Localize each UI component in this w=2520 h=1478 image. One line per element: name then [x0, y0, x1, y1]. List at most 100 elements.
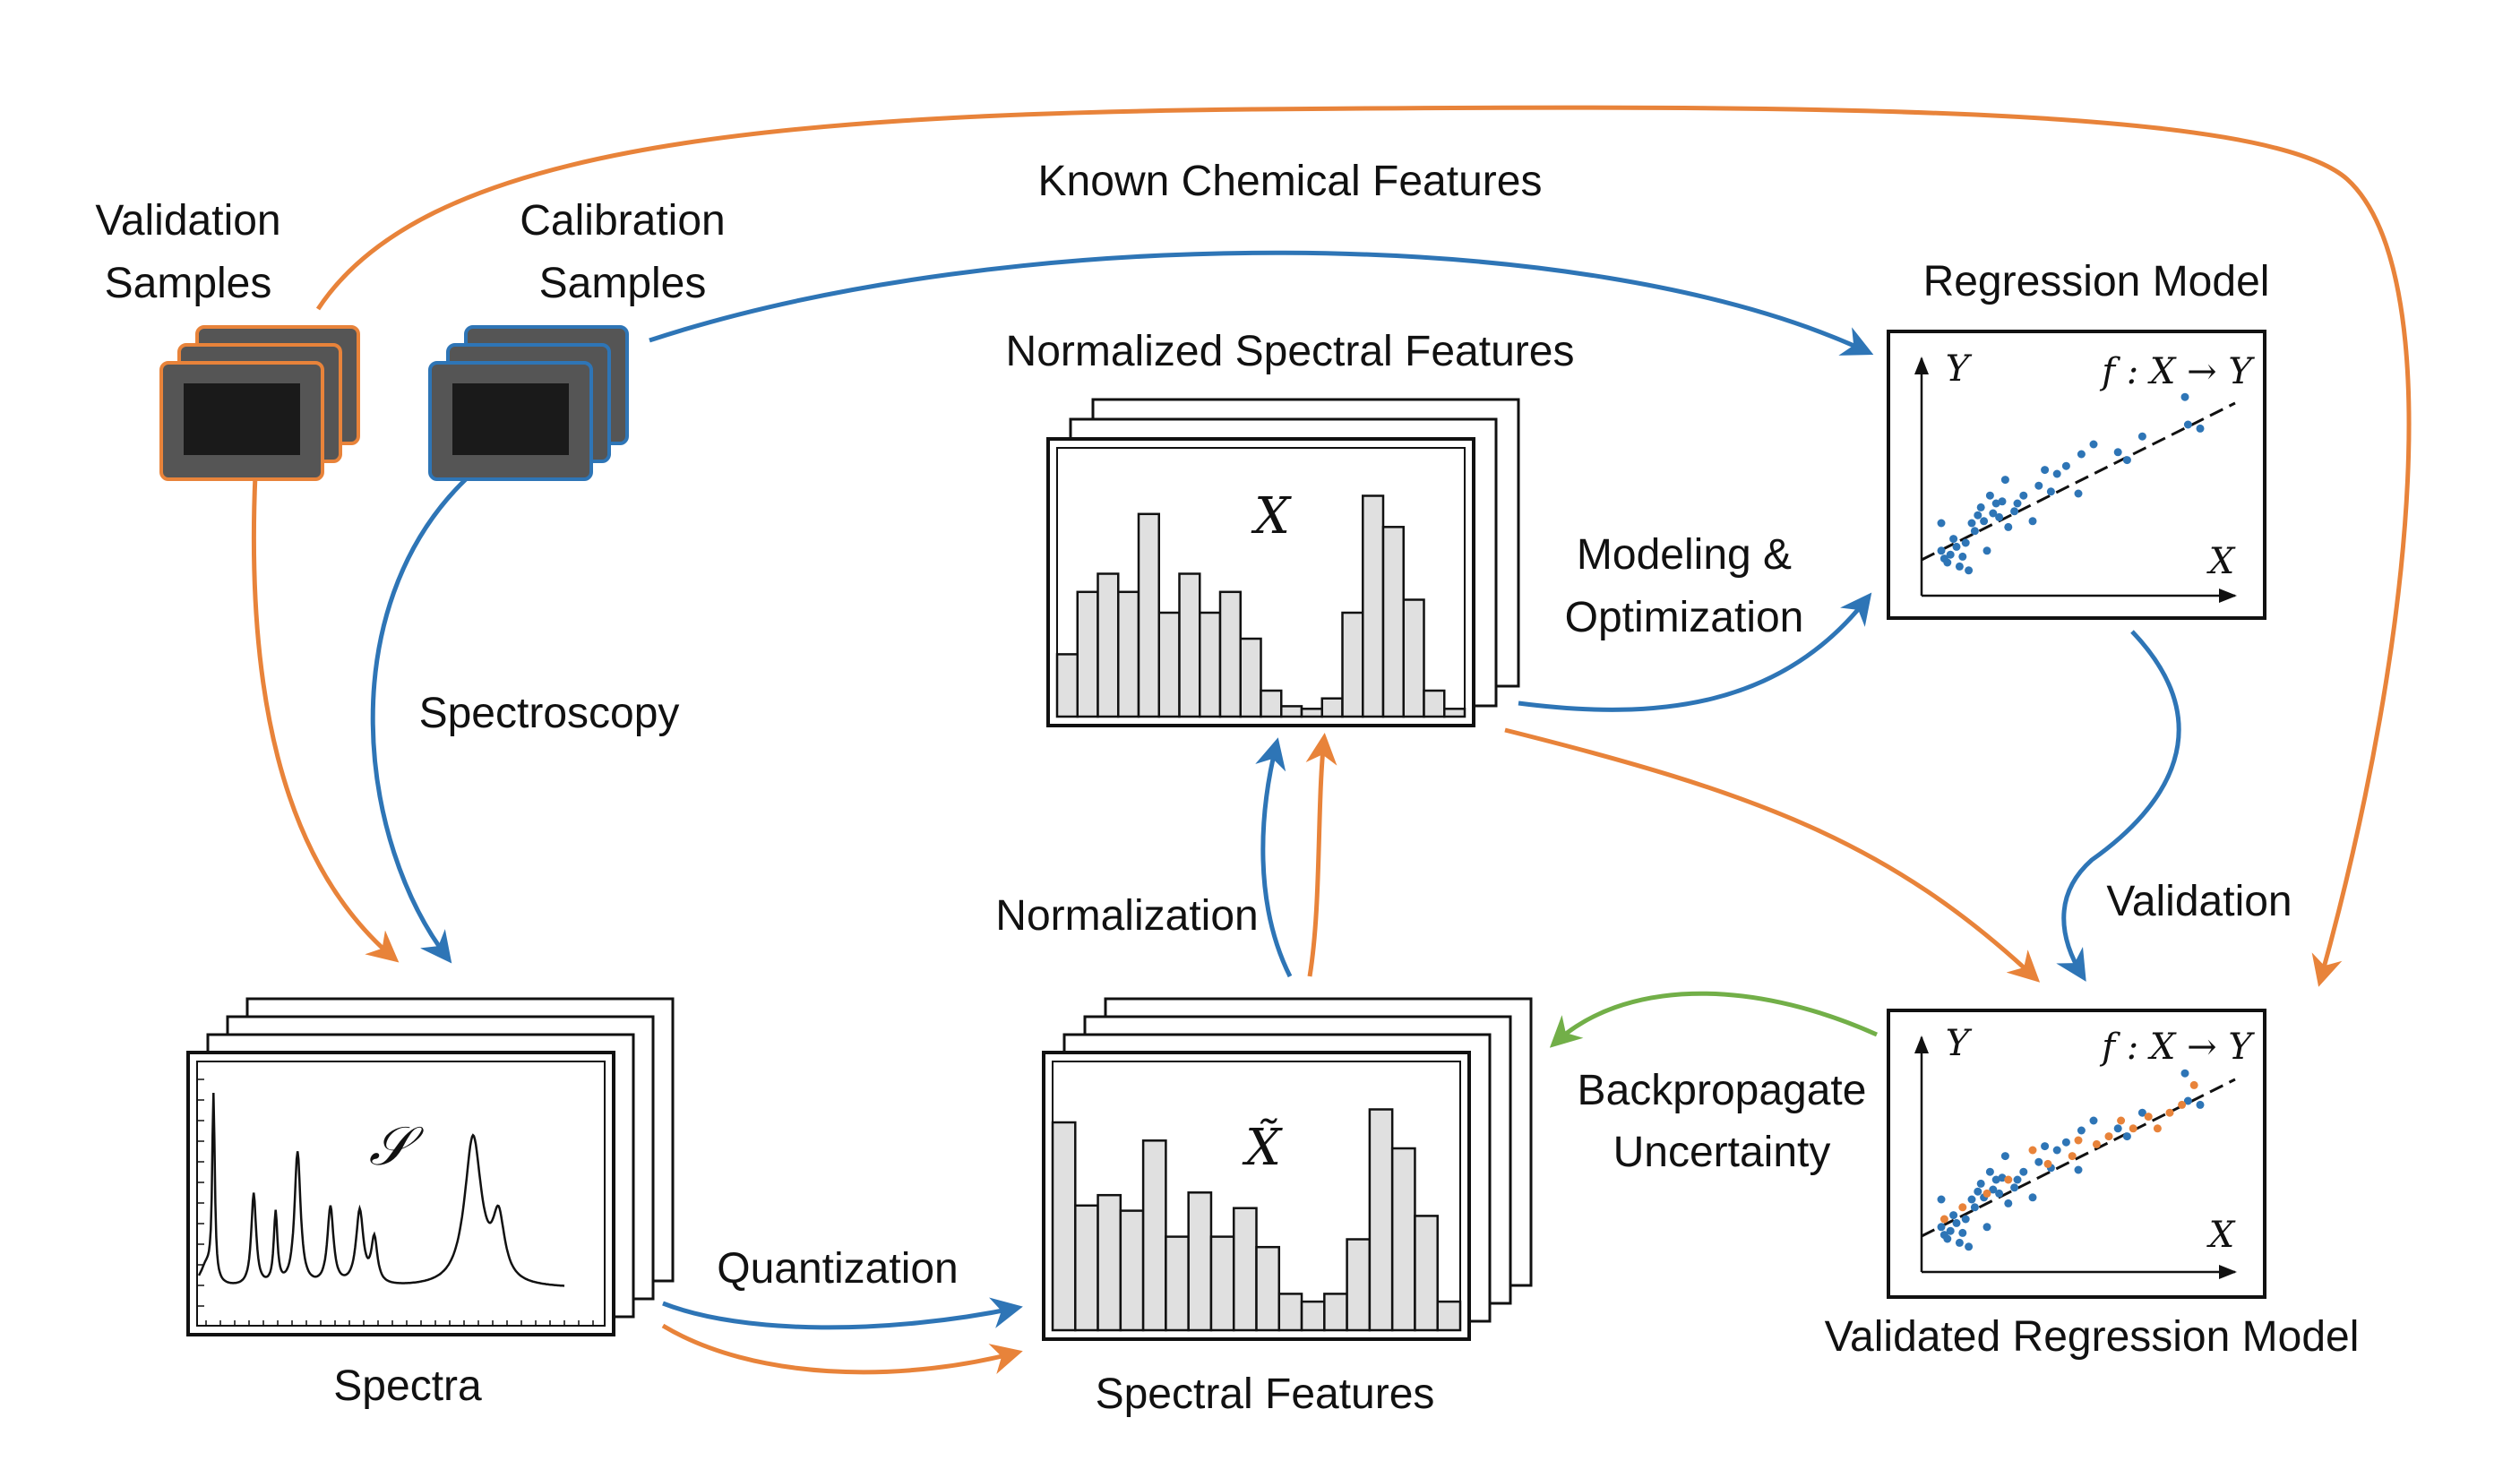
validated-scatter	[1937, 1069, 2205, 1251]
calibration-point	[2052, 469, 2061, 478]
calibration-point	[1974, 1187, 1982, 1196]
validation-point	[2092, 1139, 2101, 1148]
modeling-arrow	[1518, 592, 1872, 712]
calibration-point	[1946, 550, 1955, 559]
calibration-point	[2000, 476, 2009, 485]
calibration-point	[1937, 1195, 1946, 1204]
calibration-point	[2061, 1138, 2070, 1147]
calibration-point	[1982, 1223, 1991, 1232]
reg-axis-x: X	[2206, 541, 2236, 582]
validation-point	[2028, 1146, 2037, 1155]
calibration-point	[2137, 1108, 2146, 1117]
calibration-point	[1937, 1223, 1946, 1232]
calibration-point	[1985, 491, 1994, 500]
validation-point	[2117, 1116, 2126, 1125]
calibration-point	[2074, 1165, 2083, 1174]
calibration-point	[1958, 1228, 1967, 1237]
validated-regression-model-label: Validated Regression Model	[1825, 1313, 2360, 1361]
calibration-point	[2183, 420, 2192, 429]
known-chemical-features-label: Known Chemical Features	[1038, 158, 1543, 205]
calibration-point	[2028, 1193, 2037, 1202]
calibration-point	[1943, 558, 1952, 567]
validation-spectroscopy-arrow	[251, 474, 400, 963]
normalized-histogram-bar	[1055, 653, 1079, 718]
validation-point	[2153, 1124, 2162, 1133]
spectra-label: Spectra	[333, 1362, 482, 1410]
calibration-samples-label-line2: Samples	[539, 260, 707, 307]
calibration-point	[1952, 542, 1961, 551]
validation-point	[2129, 1124, 2137, 1133]
quantized-histogram-bar	[1119, 1209, 1145, 1332]
features-symbol: X̃	[1242, 1118, 1283, 1177]
quantized-histogram-bar	[1165, 1235, 1190, 1332]
normalized-histogram-bar	[1260, 689, 1283, 718]
calibration-point	[1980, 517, 1989, 526]
calibration-point	[1989, 1185, 1998, 1194]
spectra-stack	[186, 997, 675, 1336]
calibration-point	[2034, 481, 2043, 490]
calibration-point	[2122, 456, 2131, 465]
normalized-histogram-bar	[1362, 494, 1385, 718]
calibration-point	[2010, 1183, 2019, 1192]
calibration-point	[2137, 432, 2146, 441]
calibration-point	[1976, 503, 1985, 511]
backpropagate-label-line1: Backpropagate	[1578, 1067, 1867, 1114]
normalized-histogram-bar	[1117, 590, 1140, 718]
quantized-histogram-bar	[1346, 1238, 1372, 1332]
calibration-samples-label-line1: Calibration	[520, 197, 725, 245]
regression-scatter	[1937, 392, 2205, 575]
normalized-histogram-bar	[1239, 637, 1262, 718]
regression-fit-line	[1921, 401, 2236, 562]
validated-model-panel	[1887, 1009, 2266, 1299]
validation-point	[2178, 1100, 2187, 1109]
calibration-point	[1995, 512, 2004, 521]
calibration-point	[1943, 1234, 1952, 1243]
calibration-point	[2113, 1124, 2122, 1133]
normalized-histogram-bar	[1097, 572, 1120, 718]
calibration-point	[2052, 1146, 2061, 1155]
calibration-point	[2180, 392, 2189, 401]
validation-samples-label-line1: Validation	[95, 197, 280, 245]
calibration-point	[1937, 519, 1946, 528]
calibration-point	[1937, 546, 1946, 555]
val-axis-x: X	[2206, 1215, 2236, 1256]
reg-function: f : X → Y	[2099, 351, 2255, 392]
normalized-histogram-bar	[1157, 611, 1181, 718]
calibration-spectroscopy-arrow	[370, 477, 468, 964]
calibration-point	[1967, 519, 1976, 528]
quantized-histogram-bar	[1232, 1207, 1258, 1332]
reg-axis-y: Y	[1946, 348, 1973, 390]
normalized-to-validated-arrow	[1504, 727, 2041, 983]
normalized-features-stack	[1046, 398, 1520, 727]
validation-arrow	[2056, 630, 2181, 982]
calibration-point	[1949, 1211, 1958, 1220]
regression-model-label: Regression Model	[1923, 258, 2270, 305]
calibration-point	[1961, 1215, 1970, 1224]
normalized-histogram-bar	[1320, 697, 1344, 718]
normalized-histogram-bar	[1381, 526, 1405, 718]
calibration-point	[2113, 448, 2122, 457]
validation-point	[2104, 1132, 2113, 1141]
normalized-histogram-bar	[1280, 705, 1303, 718]
arrows	[251, 105, 2412, 1375]
calibration-point	[1958, 552, 1967, 561]
quantized-histogram-bar	[1097, 1193, 1122, 1332]
calibration-point	[1952, 1218, 1961, 1227]
calibration-point	[2019, 491, 2028, 500]
normalized-histogram-bar	[1178, 572, 1201, 718]
calibration-point	[2010, 507, 2019, 516]
validation-samples	[159, 325, 360, 481]
normalized-histogram	[1055, 494, 1466, 718]
modeling-label-line1: Modeling &	[1577, 531, 1792, 579]
calibration-point	[2013, 499, 2022, 508]
quantized-histogram-bar	[1051, 1121, 1077, 1332]
quantization-blue-arrow	[662, 1297, 1023, 1330]
quantized-histogram-bar	[1414, 1215, 1439, 1332]
calibration-samples	[428, 325, 629, 481]
val-function: f : X → Y	[2099, 1027, 2255, 1068]
calibration-point	[1989, 509, 1998, 518]
quantized-histogram-bar	[1277, 1293, 1303, 1332]
normalized-histogram-bar	[1076, 590, 1099, 718]
calibration-point	[2122, 1132, 2131, 1141]
